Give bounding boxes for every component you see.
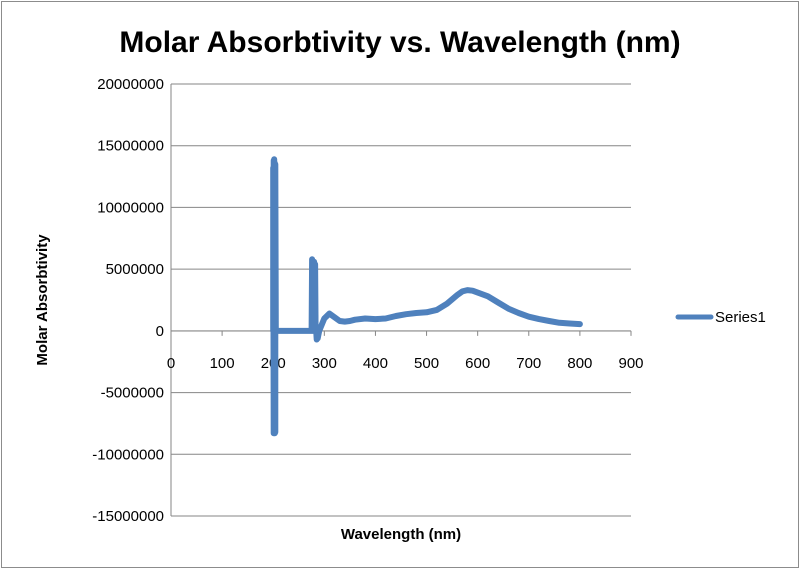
gridlines (171, 83, 631, 517)
x-tick-label-6: 600 (465, 355, 490, 372)
x-tick-label-8: 800 (567, 355, 592, 372)
y-tick-label-1: 15000000 (97, 138, 164, 155)
legend-label-series1: Series1 (715, 309, 766, 326)
y-tick-label-4: 0 (156, 323, 164, 340)
y-tick-label-6: -10000000 (92, 446, 164, 463)
series1-line (270, 156, 583, 437)
x-tick-label-4: 400 (363, 355, 388, 372)
x-tick-label-3: 300 (312, 355, 337, 372)
y-tick-label-5: -5000000 (101, 385, 164, 402)
y-tick-labels: 20000000 15000000 10000000 5000000 0 -5000000… (92, 76, 164, 525)
x-tick-label-0: 0 (167, 355, 175, 372)
legend: Series1 (675, 309, 766, 326)
y-tick-label-7: -15000000 (92, 508, 164, 525)
x-tick-label-7: 700 (516, 355, 541, 372)
y-axis-title: Molar Absorbtivity (34, 234, 51, 366)
x-tick-label-9: 900 (618, 355, 643, 372)
x-tick-label-1: 100 (210, 355, 235, 372)
chart-title: Molar Absorbtivity vs. Wavelength (nm) (119, 26, 680, 59)
y-tick-label-3: 5000000 (106, 261, 164, 278)
y-tick-label-0: 20000000 (97, 76, 164, 93)
x-tick-labels: 0 100 200 300 400 500 600 700 800 900 (167, 330, 644, 372)
x-axis-title: Wavelength (nm) (341, 526, 461, 543)
x-tick-label-5: 500 (414, 355, 439, 372)
y-tick-label-2: 10000000 (97, 199, 164, 216)
